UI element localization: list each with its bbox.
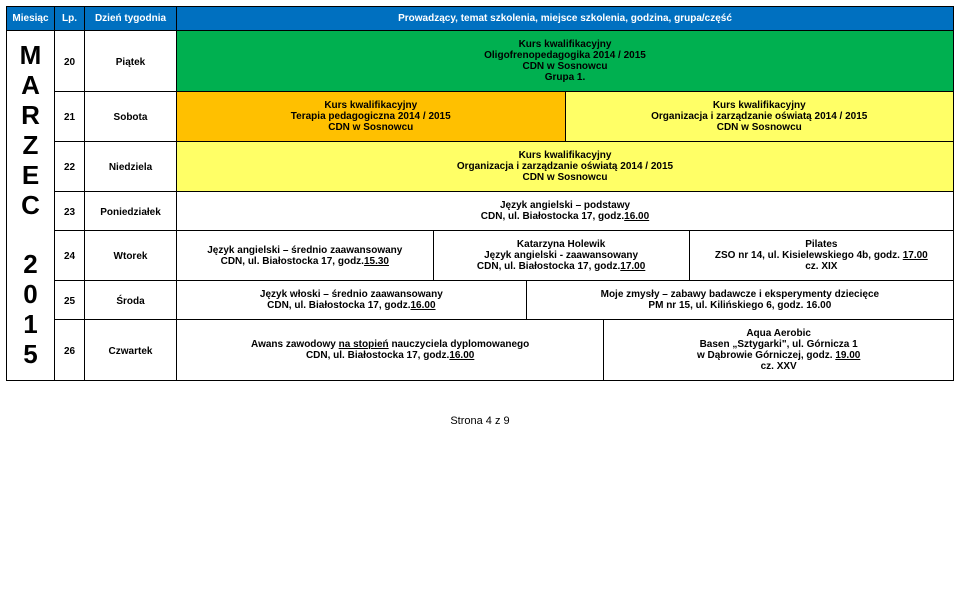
course-block: Język angielski – średnio zaawansowany C… [177, 231, 433, 280]
table-row: 26 Czwartek Awans zawodowy na stopień na… [7, 320, 954, 381]
day-cell: Poniedziałek [85, 192, 177, 231]
lp-cell: 26 [55, 320, 85, 381]
course-block: Moje zmysły – zabawy badawcze i eksperym… [526, 281, 953, 319]
th-prowadzacy: Prowadzący, temat szkolenia, miejsce szk… [177, 7, 954, 31]
course-block: Katarzyna Holewik Język angielski - zaaw… [433, 231, 689, 280]
course-block: Pilates ZSO nr 14, ul. Kisielewskiego 4b… [689, 231, 953, 280]
lp-cell: 22 [55, 142, 85, 192]
th-dzien: Dzień tygodnia [85, 7, 177, 31]
table-row: 22 Niedziela Kurs kwalifikacyjny Organiz… [7, 142, 954, 192]
course-block: Kurs kwalifikacyjny Organizacja i zarząd… [565, 92, 953, 141]
course-block: Aqua Aerobic Basen „Sztygarki", ul. Górn… [604, 320, 953, 380]
schedule-table: Miesiąc Lp. Dzień tygodnia Prowadzący, t… [6, 6, 954, 381]
th-lp: Lp. [55, 7, 85, 31]
table-row: 21 Sobota Kurs kwalifikacyjny Terapia pe… [7, 92, 954, 142]
day-cell: Środa [85, 281, 177, 320]
month-cell: M A R Z E C 2 0 1 5 [7, 31, 55, 381]
day-cell: Niedziela [85, 142, 177, 192]
content-cell: Awans zawodowy na stopień nauczyciela dy… [177, 320, 954, 381]
day-cell: Wtorek [85, 231, 177, 281]
content-cell: Kurs kwalifikacyjny Organizacja i zarząd… [177, 142, 954, 192]
content-cell: Język włoski – średnio zaawansowany CDN,… [177, 281, 954, 320]
lp-cell: 24 [55, 231, 85, 281]
course-block: Język włoski – średnio zaawansowany CDN,… [177, 281, 526, 319]
lp-cell: 23 [55, 192, 85, 231]
header-row: Miesiąc Lp. Dzień tygodnia Prowadzący, t… [7, 7, 954, 31]
page-footer: Strona 4 z 9 [6, 381, 954, 427]
content-cell: Kurs kwalifikacyjny Terapia pedagogiczna… [177, 92, 954, 142]
table-row: M A R Z E C 2 0 1 5 20 Piątek Kurs kwali… [7, 31, 954, 92]
table-row: 24 Wtorek Język angielski – średnio zaaw… [7, 231, 954, 281]
lp-cell: 20 [55, 31, 85, 92]
content-cell: Język angielski – podstawy CDN, ul. Biał… [177, 192, 954, 231]
th-miesiac: Miesiąc [7, 7, 55, 31]
lp-cell: 21 [55, 92, 85, 142]
course-block: Kurs kwalifikacyjny Oligofrenopedagogika… [177, 31, 953, 91]
page: Miesiąc Lp. Dzień tygodnia Prowadzący, t… [6, 6, 954, 427]
course-block: Język angielski – podstawy CDN, ul. Biał… [177, 192, 953, 230]
course-block: Kurs kwalifikacyjny Organizacja i zarząd… [177, 142, 953, 191]
day-cell: Czwartek [85, 320, 177, 381]
lp-cell: 25 [55, 281, 85, 320]
content-cell: Język angielski – średnio zaawansowany C… [177, 231, 954, 281]
content-cell: Kurs kwalifikacyjny Oligofrenopedagogika… [177, 31, 954, 92]
day-cell: Sobota [85, 92, 177, 142]
table-row: 23 Poniedziałek Język angielski – podsta… [7, 192, 954, 231]
day-cell: Piątek [85, 31, 177, 92]
table-row: 25 Środa Język włoski – średnio zaawanso… [7, 281, 954, 320]
course-block: Kurs kwalifikacyjny Terapia pedagogiczna… [177, 92, 565, 141]
course-block: Awans zawodowy na stopień nauczyciela dy… [177, 320, 604, 380]
